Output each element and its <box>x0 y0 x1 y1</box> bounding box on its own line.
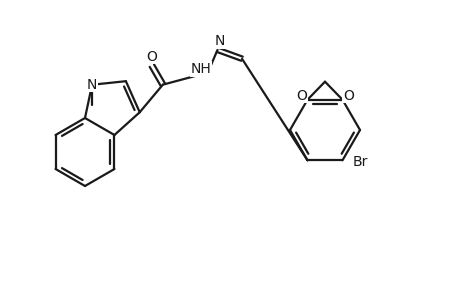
Text: NH: NH <box>190 62 211 76</box>
Text: Br: Br <box>352 155 367 169</box>
Text: O: O <box>146 50 157 64</box>
Text: O: O <box>342 89 353 103</box>
Text: N: N <box>214 34 224 48</box>
Text: N: N <box>87 78 97 92</box>
Text: O: O <box>296 89 306 103</box>
